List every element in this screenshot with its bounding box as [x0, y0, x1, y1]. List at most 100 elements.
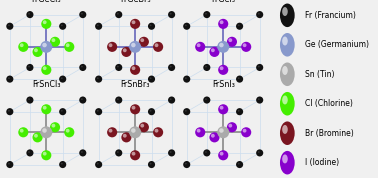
Circle shape [243, 43, 246, 47]
Circle shape [59, 161, 66, 168]
Circle shape [61, 163, 63, 164]
Circle shape [183, 161, 190, 168]
Circle shape [18, 127, 28, 137]
Circle shape [108, 43, 112, 47]
Circle shape [168, 96, 175, 104]
Circle shape [256, 64, 263, 71]
Circle shape [132, 152, 135, 156]
Circle shape [130, 150, 140, 160]
Circle shape [220, 20, 223, 24]
Circle shape [241, 127, 251, 137]
Circle shape [115, 64, 122, 71]
Circle shape [64, 42, 74, 52]
Circle shape [123, 48, 127, 52]
Circle shape [95, 75, 102, 83]
Circle shape [168, 149, 175, 156]
Circle shape [40, 41, 52, 53]
Circle shape [197, 43, 200, 47]
Text: Fr (Francium): Fr (Francium) [305, 11, 356, 20]
Circle shape [28, 66, 30, 67]
Circle shape [28, 13, 30, 15]
Circle shape [220, 66, 223, 70]
Circle shape [34, 134, 38, 138]
Circle shape [227, 122, 237, 132]
Circle shape [121, 47, 132, 57]
Circle shape [282, 155, 288, 163]
Circle shape [280, 4, 295, 27]
Circle shape [117, 13, 119, 15]
Circle shape [61, 24, 63, 26]
Circle shape [258, 66, 260, 67]
Circle shape [203, 11, 211, 18]
Text: FrSnI₃: FrSnI₃ [212, 80, 235, 89]
Circle shape [256, 149, 263, 156]
Circle shape [108, 129, 112, 133]
Circle shape [6, 108, 13, 115]
Text: Cl (Chlorine): Cl (Chlorine) [305, 99, 353, 108]
Circle shape [236, 108, 243, 115]
Circle shape [185, 110, 187, 112]
Circle shape [218, 104, 228, 114]
Circle shape [41, 104, 51, 114]
Circle shape [241, 42, 251, 52]
Circle shape [115, 11, 122, 18]
Circle shape [148, 23, 155, 30]
Circle shape [79, 11, 86, 18]
Circle shape [238, 110, 240, 112]
Circle shape [150, 24, 152, 26]
Circle shape [155, 43, 158, 47]
Circle shape [140, 124, 144, 128]
Circle shape [42, 43, 47, 47]
Circle shape [28, 98, 30, 100]
Circle shape [195, 42, 205, 52]
Circle shape [153, 42, 163, 52]
Circle shape [132, 66, 135, 70]
Circle shape [209, 132, 220, 142]
Circle shape [41, 150, 51, 160]
Circle shape [26, 64, 34, 71]
Circle shape [97, 110, 99, 112]
Circle shape [256, 96, 263, 104]
Circle shape [115, 96, 122, 104]
Circle shape [81, 98, 83, 100]
Circle shape [117, 66, 119, 67]
Circle shape [132, 20, 135, 24]
Circle shape [282, 7, 288, 16]
Circle shape [170, 66, 172, 67]
Circle shape [280, 92, 295, 116]
Circle shape [129, 126, 141, 138]
Circle shape [218, 150, 228, 160]
Circle shape [258, 13, 260, 15]
Circle shape [20, 129, 23, 133]
Circle shape [28, 151, 30, 153]
Circle shape [238, 163, 240, 164]
Circle shape [95, 108, 102, 115]
Circle shape [131, 128, 136, 133]
Circle shape [183, 23, 190, 30]
Circle shape [66, 129, 70, 133]
Circle shape [218, 19, 228, 29]
Circle shape [185, 24, 187, 26]
Circle shape [238, 24, 240, 26]
Circle shape [95, 161, 102, 168]
Circle shape [227, 37, 237, 47]
Circle shape [6, 161, 13, 168]
Circle shape [185, 77, 187, 79]
Circle shape [40, 126, 52, 138]
Text: FrSnCl₃: FrSnCl₃ [32, 80, 60, 89]
Circle shape [41, 65, 51, 75]
Circle shape [282, 125, 288, 134]
Circle shape [282, 66, 288, 75]
Circle shape [205, 151, 207, 153]
Circle shape [170, 151, 172, 153]
Circle shape [205, 66, 207, 67]
Circle shape [139, 37, 149, 47]
Circle shape [150, 110, 152, 112]
Circle shape [130, 65, 140, 75]
Circle shape [8, 110, 10, 112]
Circle shape [59, 108, 66, 115]
Circle shape [282, 95, 288, 104]
Circle shape [220, 106, 223, 110]
Circle shape [139, 122, 149, 132]
Circle shape [243, 129, 246, 133]
